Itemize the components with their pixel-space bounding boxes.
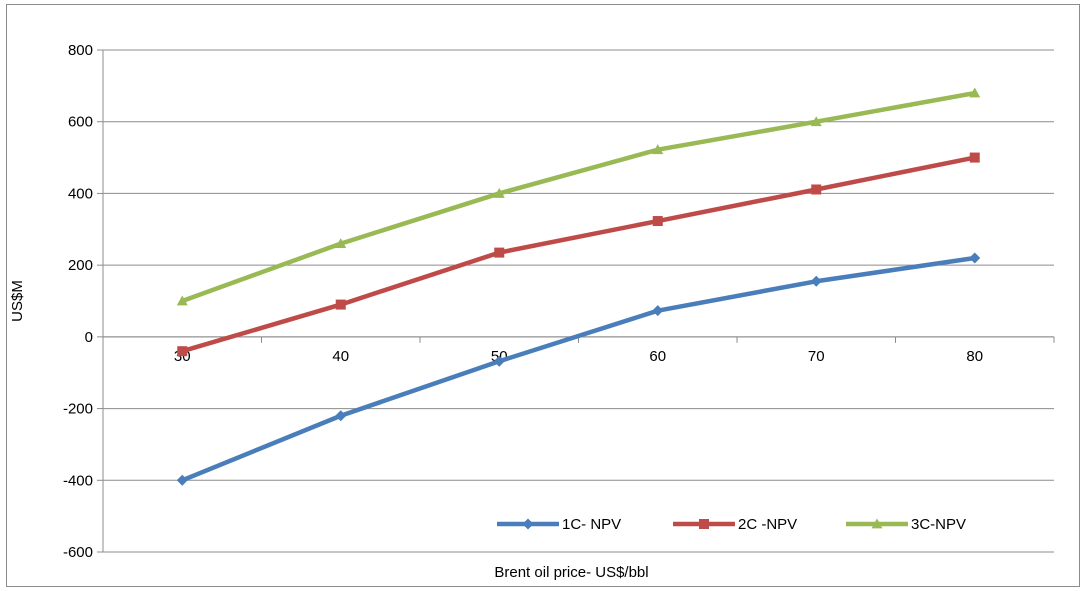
- data-point: [652, 144, 664, 155]
- data-point: [335, 238, 347, 249]
- data-point: [652, 305, 664, 317]
- axes: [97, 49, 1055, 553]
- x-tick-label: 40: [332, 348, 349, 365]
- y-tick-label: -600: [63, 544, 93, 561]
- chart-frame: [6, 4, 1080, 587]
- series-3: [176, 87, 981, 306]
- data-point: [810, 116, 822, 127]
- x-tick-label: 70: [808, 348, 825, 365]
- data-point: [969, 87, 981, 98]
- y-tick-label: 400: [68, 185, 93, 202]
- y-tick-label: 200: [68, 257, 93, 274]
- y-tick-label: -400: [63, 472, 93, 489]
- legend-marker: [699, 519, 709, 529]
- y-axis-title: US$M: [9, 280, 26, 322]
- x-tick-label: 80: [966, 348, 983, 365]
- y-tick-label: 0: [85, 329, 93, 346]
- legend-marker: [522, 518, 534, 530]
- x-tick-label: 60: [649, 348, 666, 365]
- series-line: [180, 255, 977, 483]
- data-point: [176, 474, 188, 486]
- data-point: [335, 410, 347, 422]
- data-point: [176, 295, 188, 306]
- data-point: [494, 247, 505, 258]
- x-tick-labels: 304050607080: [174, 348, 983, 365]
- data-point: [177, 346, 188, 357]
- legend-marker: [871, 518, 883, 529]
- series-line: [180, 155, 977, 354]
- y-tick-label: 800: [68, 42, 93, 59]
- legend-entry: 2C -NPV: [673, 516, 797, 533]
- data-point: [652, 216, 663, 227]
- series-line: [180, 90, 977, 304]
- data-point: [969, 252, 981, 264]
- series-layer: [176, 87, 981, 486]
- legend-entry: 3C-NPV: [846, 516, 966, 533]
- data-point: [810, 275, 822, 287]
- x-axis-title: Brent oil price- US$/bbl: [494, 564, 648, 581]
- data-point: [969, 152, 980, 163]
- legend-label: 2C -NPV: [738, 516, 797, 533]
- series-2: [177, 152, 980, 357]
- gridlines: [103, 49, 1054, 553]
- y-tick-label: 600: [68, 114, 93, 131]
- series-1: [176, 252, 981, 486]
- y-tick-label: -200: [63, 401, 93, 418]
- data-point: [493, 355, 505, 367]
- legend-label: 3C-NPV: [911, 516, 966, 533]
- legend-entry: 1C- NPV: [497, 516, 621, 533]
- data-point: [811, 184, 822, 195]
- y-tick-labels: -600 -400 -200 0 200 400 600 800: [63, 42, 93, 561]
- legend: 1C- NPV 2C -NPV 3C-NPV: [497, 516, 966, 533]
- legend-label: 1C- NPV: [562, 516, 621, 533]
- data-point: [493, 187, 505, 198]
- data-point: [335, 299, 346, 310]
